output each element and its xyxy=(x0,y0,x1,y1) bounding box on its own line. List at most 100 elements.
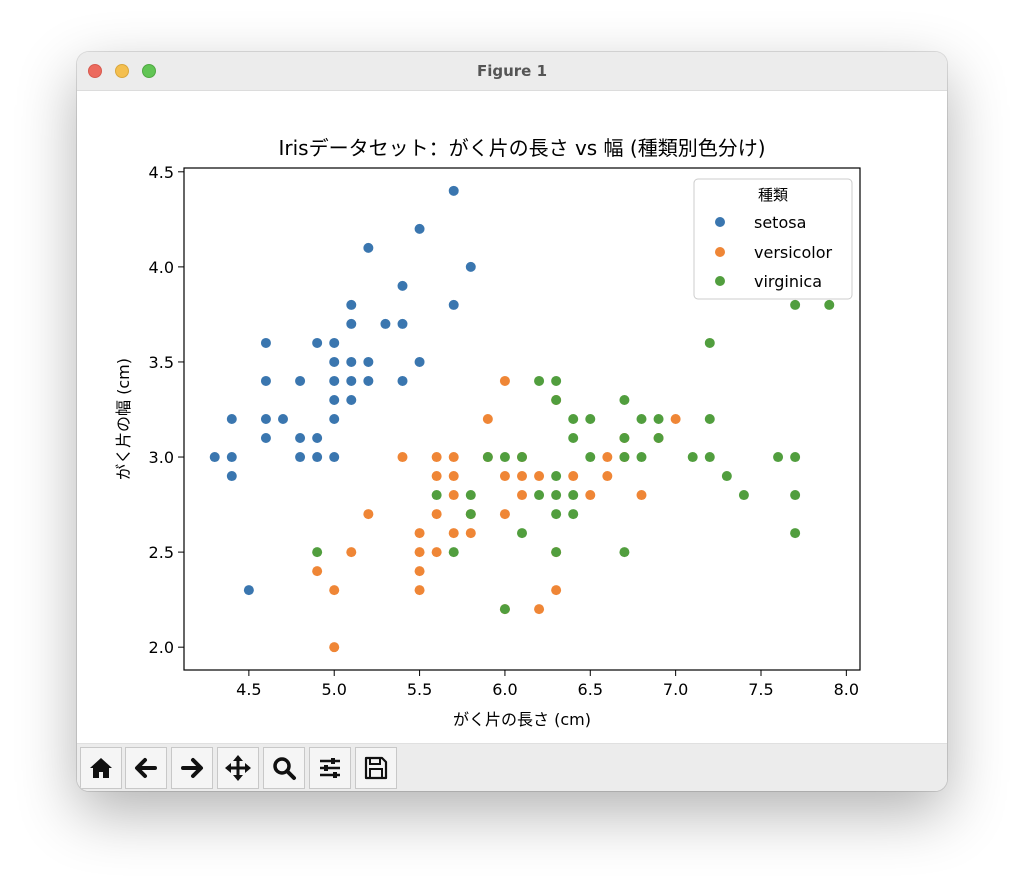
x-tick-label: 7.0 xyxy=(663,680,688,699)
data-point-virginica xyxy=(636,452,647,463)
data-point-setosa xyxy=(346,394,357,405)
data-point-setosa xyxy=(278,414,289,424)
title-bar: Figure 1 xyxy=(77,52,947,91)
scatter-chart: 4.5 5.0 5.5 6.0 6.5 7.0 7.5 8.0 2.0 2.5 3.0 3.5 4.0 4… xyxy=(114,136,861,729)
data-point-virginica xyxy=(585,414,596,424)
data-point-setosa xyxy=(397,318,408,329)
data-point-setosa xyxy=(295,452,306,463)
data-point-versicolor xyxy=(329,585,340,596)
data-point-setosa xyxy=(465,261,476,272)
data-point-virginica xyxy=(704,414,715,424)
data-point-setosa xyxy=(260,433,271,444)
x-tick-label: 6.0 xyxy=(492,680,517,699)
data-point-setosa xyxy=(295,433,306,444)
configure-subplots-button[interactable] xyxy=(309,747,351,789)
data-point-versicolor xyxy=(312,566,323,577)
data-point-virginica xyxy=(517,452,527,463)
data-point-versicolor xyxy=(397,452,408,463)
data-point-virginica xyxy=(619,547,630,558)
points-layer xyxy=(209,185,835,653)
data-point-versicolor xyxy=(448,471,459,482)
legend-label-versicolor: versicolor xyxy=(754,243,832,262)
y-tick-label: 3.5 xyxy=(149,353,174,372)
window-title: Figure 1 xyxy=(476,62,548,80)
chart-title: Irisデータセット：がく片の長さ vs 幅 (種類別色分け) xyxy=(278,136,765,160)
floppy-disk-icon xyxy=(364,756,388,780)
data-point-versicolor xyxy=(414,566,425,577)
data-point-versicolor xyxy=(329,642,340,653)
data-point-virginica xyxy=(448,547,459,558)
data-point-versicolor xyxy=(431,452,442,463)
data-point-setosa xyxy=(448,185,459,196)
data-point-setosa xyxy=(346,299,357,310)
data-point-versicolor xyxy=(431,509,442,520)
data-point-versicolor xyxy=(602,452,613,463)
figure-canvas[interactable]: 4.5 5.0 5.5 6.0 6.5 7.0 7.5 8.0 2.0 2.5 3.0 3.5 4.0 4… xyxy=(77,91,947,743)
zoom-button[interactable] xyxy=(263,747,305,789)
data-point-versicolor xyxy=(551,585,562,596)
legend-marker-versicolor xyxy=(715,247,725,257)
data-point-virginica xyxy=(551,471,562,482)
x-tick-label: 6.5 xyxy=(578,680,603,699)
pan-button[interactable] xyxy=(217,747,259,789)
data-point-virginica xyxy=(482,452,493,463)
data-point-versicolor xyxy=(431,471,442,482)
data-point-virginica xyxy=(551,547,562,558)
minimize-window-button[interactable] xyxy=(115,64,129,78)
data-point-setosa xyxy=(346,318,357,329)
data-point-virginica xyxy=(790,299,801,310)
data-point-setosa xyxy=(329,375,340,386)
data-point-setosa xyxy=(414,223,425,234)
data-point-virginica xyxy=(738,490,749,501)
legend-marker-virginica xyxy=(715,276,725,286)
data-point-virginica xyxy=(721,471,732,482)
data-point-virginica xyxy=(465,509,476,520)
y-tick-label: 2.5 xyxy=(149,543,174,562)
data-point-virginica xyxy=(534,490,545,501)
data-point-setosa xyxy=(312,452,323,463)
maximize-window-button[interactable] xyxy=(142,64,156,78)
x-axis-label: がく片の長さ (cm) xyxy=(453,710,591,729)
data-point-virginica xyxy=(551,509,562,520)
save-button[interactable] xyxy=(355,747,397,789)
data-point-versicolor xyxy=(482,414,493,424)
data-point-virginica xyxy=(551,394,562,405)
x-tick-label: 5.5 xyxy=(407,680,432,699)
forward-button[interactable] xyxy=(171,747,213,789)
data-point-setosa xyxy=(226,414,237,424)
home-button[interactable] xyxy=(80,747,122,789)
data-point-setosa xyxy=(448,299,459,310)
data-point-versicolor xyxy=(517,490,527,501)
legend-marker-setosa xyxy=(715,217,725,227)
back-button[interactable] xyxy=(125,747,167,789)
data-point-setosa xyxy=(346,375,357,386)
legend-label-virginica: virginica xyxy=(754,272,822,291)
data-point-virginica xyxy=(517,528,527,539)
legend-box xyxy=(693,178,853,300)
x-tick-label: 8.0 xyxy=(834,680,859,699)
data-point-setosa xyxy=(363,356,374,367)
data-point-virginica xyxy=(312,547,323,558)
data-point-setosa xyxy=(312,433,323,444)
data-point-versicolor xyxy=(346,547,357,558)
data-point-virginica xyxy=(465,490,476,501)
home-icon xyxy=(90,758,112,778)
y-tick-label: 3.0 xyxy=(149,448,174,467)
data-point-versicolor xyxy=(602,471,613,482)
data-point-virginica xyxy=(790,528,801,539)
data-point-setosa xyxy=(226,471,237,482)
data-point-setosa xyxy=(329,394,340,405)
data-point-virginica xyxy=(568,509,579,520)
y-tick-label: 4.5 xyxy=(149,163,174,182)
data-point-setosa xyxy=(329,414,340,424)
data-point-setosa xyxy=(329,452,340,463)
close-window-button[interactable] xyxy=(88,64,102,78)
figure-window: Figure 1 4.5 5.0 5.5 6.0 6.5 7.0 7.5 8.0 2.0 2.5 3… xyxy=(77,52,947,791)
plot-frame xyxy=(183,167,861,671)
data-point-versicolor xyxy=(465,528,476,539)
sliders-icon xyxy=(320,758,340,778)
data-point-virginica xyxy=(653,433,664,444)
data-point-virginica xyxy=(499,604,510,615)
data-point-setosa xyxy=(414,356,425,367)
data-point-versicolor xyxy=(448,528,459,539)
